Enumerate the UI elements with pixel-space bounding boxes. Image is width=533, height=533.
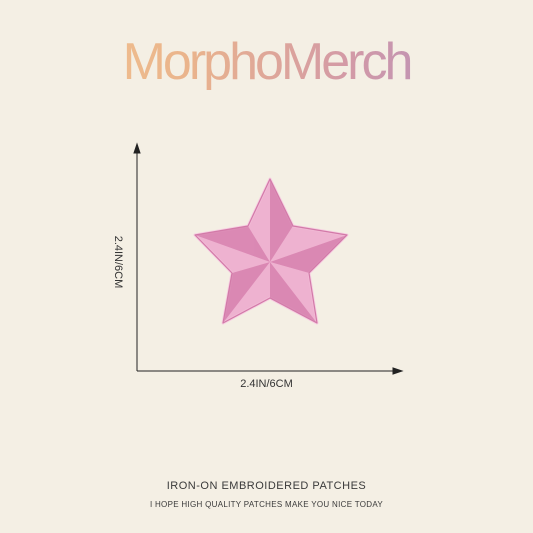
footer-title: IRON-ON EMBROIDERED PATCHES xyxy=(166,480,367,492)
star-patch-icon xyxy=(193,177,349,325)
width-dimension-label: 2.4IN/6CM xyxy=(240,378,293,390)
dimension-axes xyxy=(133,142,404,375)
height-dimension-label: 2.4IN/6CM xyxy=(112,235,124,289)
brand-logo: MorphoMerch xyxy=(0,32,533,92)
footer-subtitle: I HOPE HIGH QUALITY PATCHES MAKE YOU NIC… xyxy=(149,500,384,509)
